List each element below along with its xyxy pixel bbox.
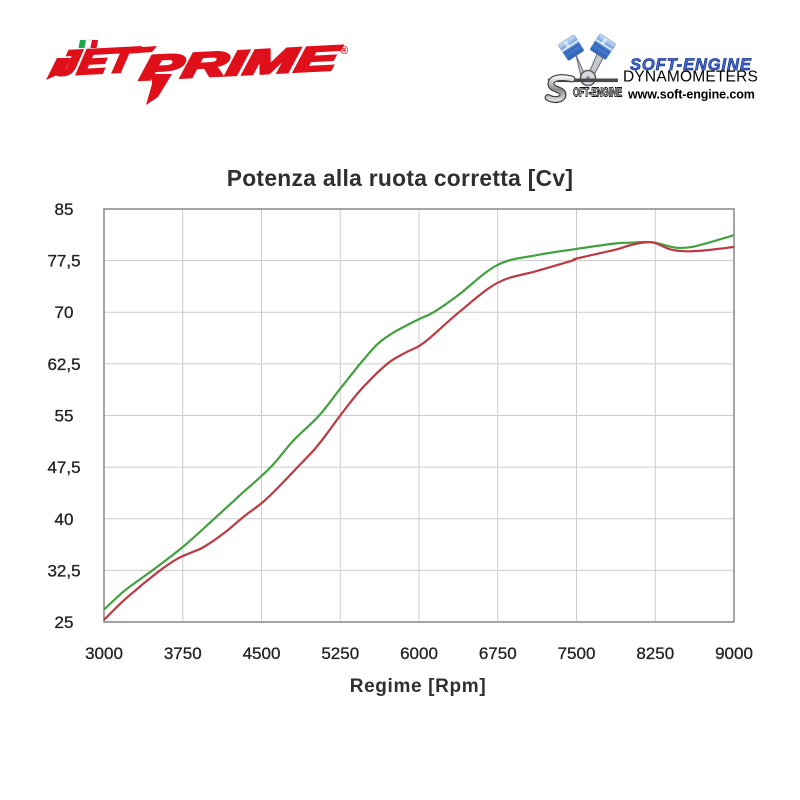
svg-text:Potenza alla ruota corretta [C: Potenza alla ruota corretta [Cv] xyxy=(227,165,574,191)
svg-text:70: 70 xyxy=(55,303,74,322)
svg-text:85: 85 xyxy=(55,200,74,219)
svg-text:40: 40 xyxy=(55,510,74,529)
svg-text:4500: 4500 xyxy=(243,644,281,663)
svg-text:3750: 3750 xyxy=(164,644,202,663)
svg-text:6750: 6750 xyxy=(479,644,517,663)
svg-text:5250: 5250 xyxy=(321,644,359,663)
svg-text:32,5: 32,5 xyxy=(47,561,80,580)
svg-text:55: 55 xyxy=(55,407,74,426)
svg-text:®: ® xyxy=(340,45,348,57)
svg-text:9000: 9000 xyxy=(715,644,753,663)
svg-text:SOFT-ENGINE: SOFT-ENGINE xyxy=(630,56,752,74)
svg-text:www.soft-engine.com: www.soft-engine.com xyxy=(627,88,755,102)
svg-text:7500: 7500 xyxy=(558,644,596,663)
svg-text:62,5: 62,5 xyxy=(47,355,80,374)
svg-text:6000: 6000 xyxy=(400,644,438,663)
svg-text:8250: 8250 xyxy=(636,644,674,663)
svg-text:Regime [Rpm]: Regime [Rpm] xyxy=(350,676,487,697)
svg-text:3000: 3000 xyxy=(85,644,123,663)
svg-text:77,5: 77,5 xyxy=(47,252,80,271)
svg-text:25: 25 xyxy=(55,613,74,632)
svg-text:OFT-ENGINE: OFT-ENGINE xyxy=(573,86,622,100)
svg-text:DYNAMOMETERS: DYNAMOMETERS xyxy=(623,69,758,86)
svg-text:47,5: 47,5 xyxy=(47,458,80,477)
